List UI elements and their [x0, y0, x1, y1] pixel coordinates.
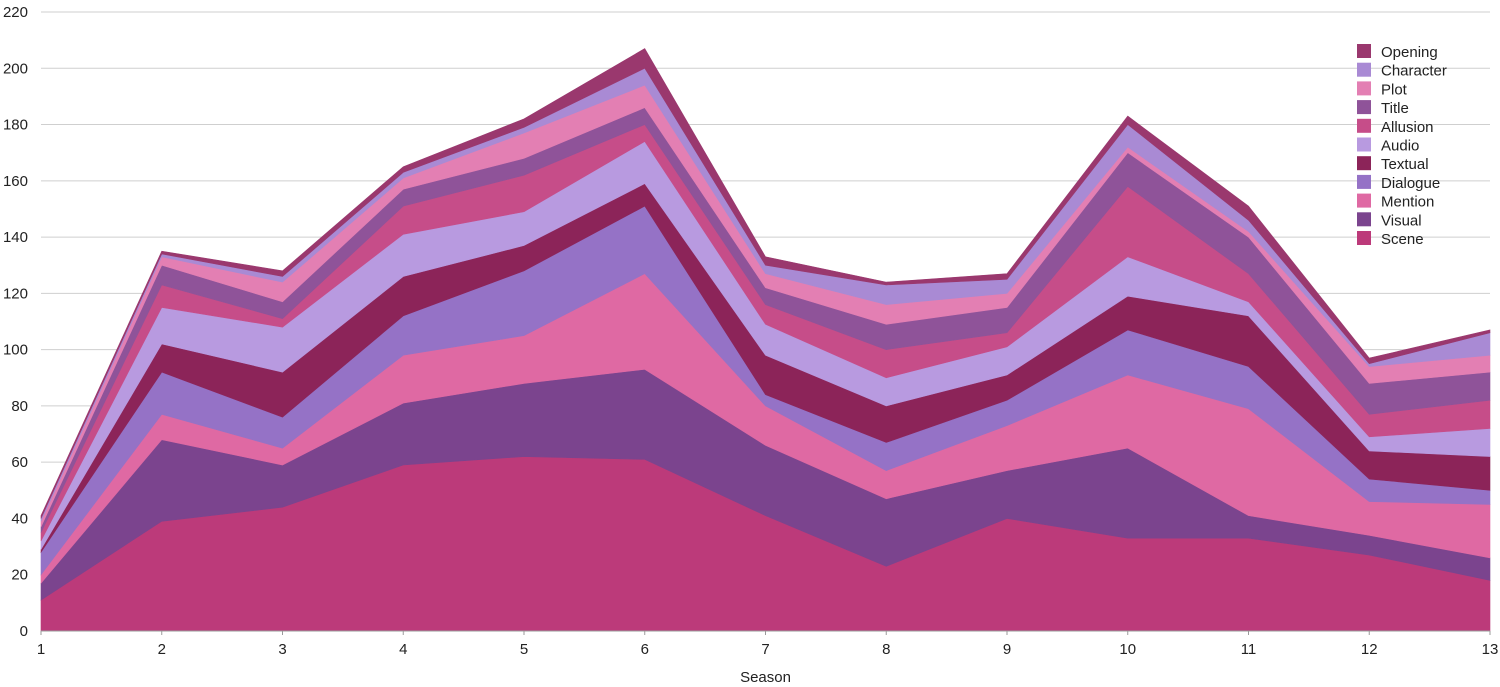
- legend-label-opening: Opening: [1381, 44, 1438, 61]
- y-tick-label: 0: [20, 623, 28, 640]
- legend-label-dialogue: Dialogue: [1381, 175, 1440, 192]
- y-tick-label: 160: [3, 173, 28, 190]
- y-tick-label: 60: [11, 454, 28, 471]
- x-tick-label: 11: [1241, 641, 1257, 658]
- legend-swatch-plot: [1357, 81, 1371, 96]
- legend-swatch-dialogue: [1357, 174, 1371, 189]
- x-tick-label: 8: [882, 641, 890, 658]
- legend-swatch-scene: [1357, 231, 1371, 245]
- legend-swatch-character: [1357, 62, 1371, 77]
- y-tick-label: 100: [3, 342, 28, 359]
- legend-label-character: Character: [1381, 63, 1447, 80]
- y-tick-label: 120: [3, 285, 28, 302]
- x-tick-label: 2: [158, 641, 166, 658]
- legend-label-visual: Visual: [1381, 212, 1422, 229]
- x-tick-label: 12: [1361, 641, 1378, 658]
- x-tick-label: 7: [761, 641, 769, 658]
- y-tick-label: 140: [3, 229, 28, 246]
- area-opening: [40, 48, 1491, 519]
- y-tick-label: 220: [3, 4, 28, 21]
- legend-label-textual: Textual: [1381, 156, 1429, 173]
- legend-swatch-title: [1357, 100, 1371, 115]
- legend-label-plot: Plot: [1381, 81, 1408, 98]
- x-tick-label: 4: [399, 641, 407, 658]
- y-tick-label: 40: [11, 510, 28, 527]
- x-tick-label: 1: [37, 641, 45, 658]
- area-series: [40, 48, 1491, 632]
- x-tick-label: 6: [641, 641, 649, 658]
- y-tick-label: 180: [3, 117, 28, 134]
- y-tick-label: 80: [11, 398, 28, 415]
- x-tick-label: 3: [278, 641, 286, 658]
- legend-swatch-textual: [1357, 156, 1371, 171]
- x-tick-label: 9: [1003, 641, 1011, 658]
- y-tick-label: 20: [11, 567, 28, 584]
- legend-swatch-opening: [1357, 44, 1371, 58]
- legend-label-allusion: Allusion: [1381, 119, 1434, 136]
- legend-label-scene: Scene: [1381, 231, 1424, 248]
- x-axis-title: Season: [740, 669, 791, 686]
- x-tick-label: 13: [1482, 641, 1499, 658]
- legend-swatch-mention: [1357, 193, 1371, 208]
- x-tick-label: 5: [520, 641, 528, 658]
- legend-label-mention: Mention: [1381, 194, 1434, 211]
- x-tick-label: 10: [1119, 641, 1136, 658]
- legend-label-title: Title: [1381, 100, 1409, 117]
- legend-swatch-audio: [1357, 137, 1371, 152]
- legend-label-audio: Audio: [1381, 138, 1419, 155]
- legend-swatch-visual: [1357, 212, 1371, 227]
- legend-swatch-allusion: [1357, 118, 1371, 133]
- y-tick-label: 200: [3, 60, 28, 77]
